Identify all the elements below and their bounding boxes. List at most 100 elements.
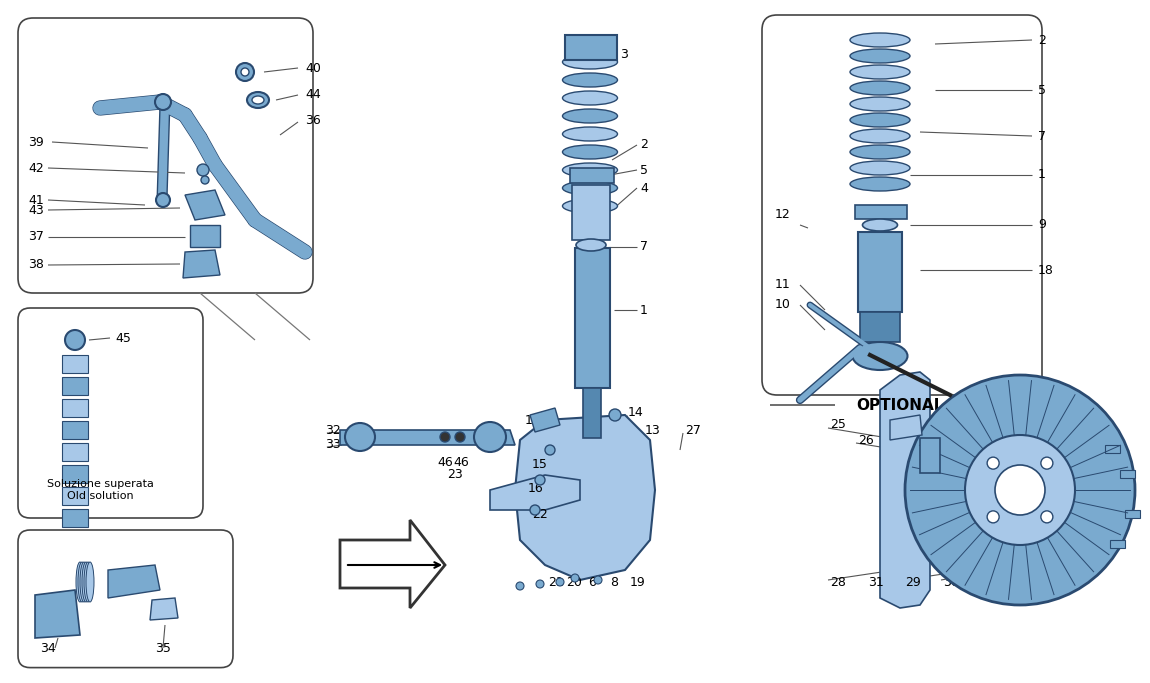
Text: Soluzione superata
Old solution: Soluzione superata Old solution xyxy=(46,479,153,501)
Circle shape xyxy=(535,475,545,485)
Text: 27: 27 xyxy=(685,423,700,436)
Polygon shape xyxy=(185,190,225,220)
Circle shape xyxy=(155,94,171,110)
Text: 31: 31 xyxy=(868,576,883,589)
Text: 5: 5 xyxy=(641,163,647,176)
Text: 28: 28 xyxy=(830,576,846,589)
Circle shape xyxy=(201,176,209,184)
Ellipse shape xyxy=(345,423,375,451)
Bar xyxy=(854,205,907,219)
Text: 41: 41 xyxy=(28,193,44,206)
Ellipse shape xyxy=(850,81,910,95)
Circle shape xyxy=(905,375,1135,605)
Ellipse shape xyxy=(562,127,618,141)
Text: 43: 43 xyxy=(28,204,44,217)
Circle shape xyxy=(610,409,621,421)
Text: 19: 19 xyxy=(630,576,646,589)
Circle shape xyxy=(572,574,578,582)
Bar xyxy=(62,399,89,417)
Polygon shape xyxy=(340,520,445,608)
Polygon shape xyxy=(890,415,922,440)
Text: 1: 1 xyxy=(1038,169,1045,182)
Text: 34: 34 xyxy=(40,641,55,654)
Ellipse shape xyxy=(562,55,618,69)
Bar xyxy=(62,509,89,527)
Bar xyxy=(858,232,902,312)
Bar xyxy=(570,168,614,183)
FancyBboxPatch shape xyxy=(762,15,1042,395)
Text: 40: 40 xyxy=(305,61,321,74)
Ellipse shape xyxy=(82,562,90,602)
Ellipse shape xyxy=(562,199,618,213)
Text: 13: 13 xyxy=(645,423,661,436)
Text: 7: 7 xyxy=(1038,130,1046,143)
Text: 6: 6 xyxy=(588,576,596,589)
Text: 45: 45 xyxy=(115,331,131,344)
Ellipse shape xyxy=(562,163,618,177)
Ellipse shape xyxy=(252,96,264,104)
Circle shape xyxy=(455,432,465,442)
Circle shape xyxy=(965,435,1075,545)
Bar xyxy=(62,377,89,395)
Bar xyxy=(1125,510,1140,518)
Polygon shape xyxy=(530,408,560,432)
Circle shape xyxy=(536,580,544,588)
Bar xyxy=(62,421,89,439)
Ellipse shape xyxy=(850,177,910,191)
Ellipse shape xyxy=(562,181,618,195)
Text: 2: 2 xyxy=(1038,33,1045,46)
Text: 31: 31 xyxy=(1040,408,1056,421)
Text: 10: 10 xyxy=(775,298,791,311)
Text: 21: 21 xyxy=(549,576,564,589)
Text: 46: 46 xyxy=(453,456,469,469)
Text: 32: 32 xyxy=(325,423,340,436)
Ellipse shape xyxy=(86,562,94,602)
Bar xyxy=(575,248,610,388)
Circle shape xyxy=(545,445,555,455)
Text: 33: 33 xyxy=(325,438,340,451)
Text: 44: 44 xyxy=(305,89,321,102)
Ellipse shape xyxy=(850,113,910,127)
Bar xyxy=(565,35,618,60)
Ellipse shape xyxy=(850,97,910,111)
Text: 8: 8 xyxy=(610,576,618,589)
Bar xyxy=(1105,445,1120,453)
Ellipse shape xyxy=(862,219,897,231)
Ellipse shape xyxy=(247,92,269,108)
Text: 38: 38 xyxy=(28,258,44,272)
FancyBboxPatch shape xyxy=(18,18,313,293)
Ellipse shape xyxy=(562,91,618,105)
Circle shape xyxy=(197,164,209,176)
Bar xyxy=(920,438,940,473)
Circle shape xyxy=(1041,457,1053,469)
Bar xyxy=(572,185,610,240)
Text: 22: 22 xyxy=(532,509,547,522)
Text: 30: 30 xyxy=(943,576,959,589)
Text: 26: 26 xyxy=(858,434,874,447)
Ellipse shape xyxy=(76,562,84,602)
Text: 16: 16 xyxy=(528,482,544,494)
Polygon shape xyxy=(183,250,220,278)
Text: OPTIONAL: OPTIONAL xyxy=(857,398,944,413)
FancyBboxPatch shape xyxy=(18,308,204,518)
Ellipse shape xyxy=(78,562,86,602)
Circle shape xyxy=(516,582,524,590)
Text: 4: 4 xyxy=(641,182,647,195)
Ellipse shape xyxy=(850,161,910,175)
Ellipse shape xyxy=(562,145,618,159)
Bar xyxy=(1120,470,1135,478)
Text: 11: 11 xyxy=(775,279,791,292)
Ellipse shape xyxy=(852,342,907,370)
Text: 15: 15 xyxy=(532,458,547,471)
Ellipse shape xyxy=(562,73,618,87)
Circle shape xyxy=(156,193,170,207)
Circle shape xyxy=(242,68,250,76)
FancyBboxPatch shape xyxy=(18,530,233,667)
Text: 1: 1 xyxy=(641,303,647,316)
Text: 24: 24 xyxy=(980,408,996,421)
Circle shape xyxy=(595,576,601,584)
Text: 2: 2 xyxy=(641,139,647,152)
Circle shape xyxy=(555,578,563,586)
Circle shape xyxy=(530,505,540,515)
Text: 3: 3 xyxy=(620,48,628,61)
